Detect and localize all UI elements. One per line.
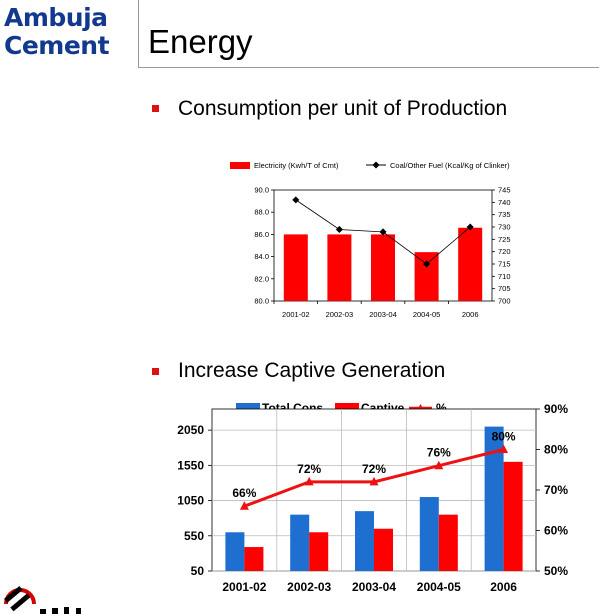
chart2-bar-captive-2001-02 (244, 547, 264, 571)
chart2-point-2002-03 (304, 476, 314, 486)
chart1-right-tick-label: 710 (498, 272, 511, 281)
chart1-x-tick-label: 2003-04 (369, 310, 397, 319)
brand-logo-line2: Cement (4, 31, 110, 60)
header-divider-horizontal (138, 67, 599, 68)
bullet-text-consumption: Consumption per unit of Production (178, 97, 508, 120)
chart1-left-tick-label: 88.0 (254, 208, 269, 217)
chart1-right-tick-label: 730 (498, 223, 511, 232)
chart1-left-tick-label: 86.0 (254, 230, 269, 239)
brand-logo-line1: Ambuja (4, 3, 108, 32)
chart1-bar-2001-02 (283, 234, 308, 301)
chart1-bar-2002-03 (327, 234, 352, 301)
chart2-point-2006 (499, 444, 509, 453)
chart1-x-tick-label: 2006 (462, 310, 479, 319)
chart2-legend-swatch-total (236, 403, 260, 413)
chart1-x-tick-label: 2001-02 (282, 310, 310, 319)
chart1-right-tick-label: 720 (498, 247, 511, 256)
chart2-right-tick-label: 90% (544, 402, 568, 416)
bullet-marker (152, 368, 159, 375)
chart2-bar-captive-2003-04 (374, 528, 393, 571)
chart1-bar-2006 (458, 227, 483, 301)
chart2-x-tick-label: 2001-02 (222, 580, 266, 594)
bullet-text-captive: Increase Captive Generation (178, 359, 446, 382)
chart1-legend: Electricity (Kwh/T of Cmt) Coal/Other Fu… (230, 161, 510, 170)
chart2-bar-total-2001-02 (225, 532, 245, 571)
chart1-legend-swatch-electricity (230, 162, 250, 169)
chart2-left-tick-label: 50 (191, 564, 205, 578)
chart1-point-2003-04 (379, 228, 387, 236)
chart1-left-tick-label: 84.0 (254, 252, 269, 261)
chart1-point-2001-02 (292, 196, 300, 204)
chart2-left-tick-label: 2050 (177, 423, 204, 437)
chart2-data-label-2004-05: 76% (427, 446, 451, 460)
chart2-bar-captive-2006 (503, 461, 523, 571)
chart2-x-tick-label: 2003-04 (352, 580, 396, 594)
chart1-bar-2004-05 (414, 252, 439, 301)
chart2-left-tick-label: 1550 (177, 458, 204, 472)
chart1-right-tick-label: 725 (498, 235, 511, 244)
chart2-legend-swatch-captive (335, 403, 359, 413)
chart2-data-label-2006: 80% (492, 430, 516, 444)
chart1-right-tick-label: 745 (498, 186, 511, 195)
chart1-legend-marker-coal (372, 161, 380, 169)
chart1-legend-coal: Coal/Other Fuel (Kcal/Kg of Clinker) (390, 161, 510, 170)
chart1-right-tick-label: 700 (498, 297, 511, 306)
chart2-point-2004-05 (434, 460, 444, 470)
corner-logo-icon (4, 586, 81, 614)
chart-captive-generation: Total Cons Captive % 5055010501550205050… (177, 401, 568, 594)
chart2-right-tick-label: 50% (544, 564, 568, 578)
chart2-bar-total-2003-04 (355, 511, 374, 571)
chart1-left-tick-label: 82.0 (254, 274, 269, 283)
chart2-point-2003-04 (369, 476, 379, 486)
chart2-bar-total-2006 (484, 426, 504, 571)
chart2-bar-total-2002-03 (290, 514, 310, 571)
page-title: Energy (148, 23, 253, 60)
chart1-right-tick-label: 740 (498, 198, 511, 207)
chart2-point-2001-02 (239, 501, 249, 510)
chart1-point-2002-03 (335, 225, 343, 234)
chart1-left-tick-label: 90.0 (254, 186, 269, 195)
chart2-data-label-2003-04: 72% (362, 462, 386, 476)
chart1-right-tick-label: 715 (498, 260, 511, 269)
chart2-legend-pct: % (436, 401, 447, 415)
chart2-x-tick-label: 2004-05 (417, 580, 461, 594)
chart2-left-tick-label: 550 (184, 529, 204, 543)
chart2-data-label-2001-02: 66% (232, 486, 256, 500)
chart2-data-label-2002-03: 72% (297, 462, 321, 476)
chart1-x-tick-label: 2002-03 (326, 310, 354, 319)
chart2-right-tick-label: 70% (544, 483, 568, 497)
chart2-bar-total-2004-05 (419, 497, 439, 571)
chart1-right-tick-label: 705 (498, 284, 511, 293)
chart1-legend-electricity: Electricity (Kwh/T of Cmt) (254, 161, 339, 170)
chart2-bar-captive-2004-05 (438, 514, 458, 571)
chart2-right-tick-label: 80% (544, 443, 568, 457)
chart1-point-2006 (466, 223, 474, 231)
header-divider-vertical (138, 0, 139, 68)
chart1-left-tick-label: 80.0 (254, 297, 269, 306)
chart2-x-tick-label: 2002-03 (287, 580, 331, 594)
chart2-x-tick-label: 2006 (490, 580, 517, 594)
chart1-x-tick-label: 2004-05 (413, 310, 441, 319)
chart1-right-tick-label: 735 (498, 210, 511, 219)
chart2-bar-captive-2002-03 (309, 532, 329, 571)
chart-consumption: Electricity (Kwh/T of Cmt) Coal/Other Fu… (230, 161, 511, 319)
chart1-bar-2003-04 (371, 234, 395, 301)
chart2-right-tick-label: 60% (544, 524, 568, 538)
bullet-marker (152, 105, 159, 112)
chart1-point-2004-05 (423, 260, 431, 268)
chart2-left-tick-label: 1050 (177, 494, 204, 508)
brand-logo: Ambuja Cement (0, 0, 140, 66)
